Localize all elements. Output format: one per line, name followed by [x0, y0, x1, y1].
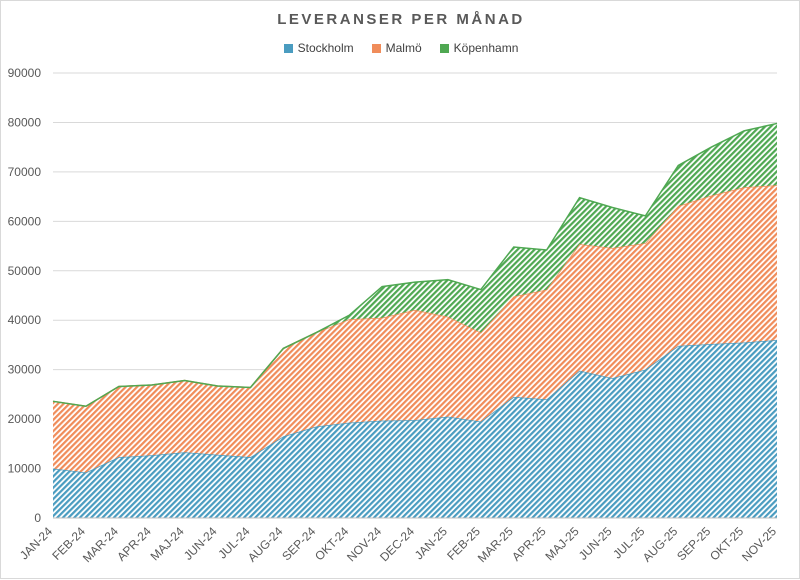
legend-swatch-stockholm — [283, 43, 293, 53]
x-tick-label: APR-24 — [114, 524, 154, 564]
x-tick-label: MAR-25 — [475, 524, 516, 565]
x-tick-label: JAN-25 — [412, 524, 450, 562]
legend-item-stockholm: Stockholm — [283, 41, 354, 55]
y-tick-label: 60000 — [8, 214, 42, 228]
legend-swatch-malmo — [371, 43, 381, 53]
y-tick-label: 80000 — [8, 115, 42, 129]
legend-label-stockholm: Stockholm — [297, 41, 354, 55]
legend-item-kopenhamn: Köpenhamn — [439, 41, 519, 55]
chart-title: LEVERANSER PER MÅNAD — [277, 11, 525, 28]
x-tick-label: MAR-24 — [80, 524, 121, 565]
legend-swatch-kopenhamn — [439, 43, 449, 53]
area-edge-köpenhamn — [52, 122, 778, 408]
area-köpenhamn — [53, 123, 777, 407]
x-tick-label: NOV-25 — [739, 524, 779, 564]
x-tick-label: MAJ-24 — [148, 524, 187, 563]
x-tick-label: OKT-25 — [707, 524, 746, 563]
y-tick-label: 20000 — [8, 412, 42, 426]
area-malmö — [53, 185, 777, 473]
y-tick-label: 0 — [34, 511, 41, 525]
legend-item-malmo: Malmö — [371, 41, 422, 55]
x-tick-label: JUN-25 — [576, 524, 615, 563]
legend: Stockholm Malmö Köpenhamn — [1, 41, 800, 55]
x-tick-label: JUN-24 — [181, 524, 220, 563]
x-tick-label: AUG-25 — [640, 524, 681, 565]
y-tick-label: 40000 — [8, 313, 42, 327]
y-tick-label: 90000 — [8, 66, 42, 80]
x-tick-label: SEP-24 — [279, 524, 318, 563]
x-tick-label: AUG-24 — [245, 524, 286, 565]
y-tick-label: 30000 — [8, 363, 42, 377]
x-tick-label: JAN-24 — [17, 524, 55, 562]
y-tick-label: 10000 — [8, 462, 42, 476]
legend-label-kopenhamn: Köpenhamn — [453, 41, 519, 55]
x-tick-label: SEP-25 — [674, 524, 713, 563]
x-tick-label: MAJ-25 — [543, 524, 582, 563]
area-stockholm — [53, 340, 777, 518]
y-tick-label: 50000 — [8, 264, 42, 278]
y-tick-label: 70000 — [8, 165, 42, 179]
legend-label-malmo: Malmö — [385, 41, 422, 55]
x-tick-label: NOV-24 — [344, 524, 384, 564]
x-tick-label: APR-25 — [509, 524, 549, 564]
x-tick-label: DEC-24 — [377, 524, 417, 564]
x-tick-label: OKT-24 — [312, 524, 351, 563]
